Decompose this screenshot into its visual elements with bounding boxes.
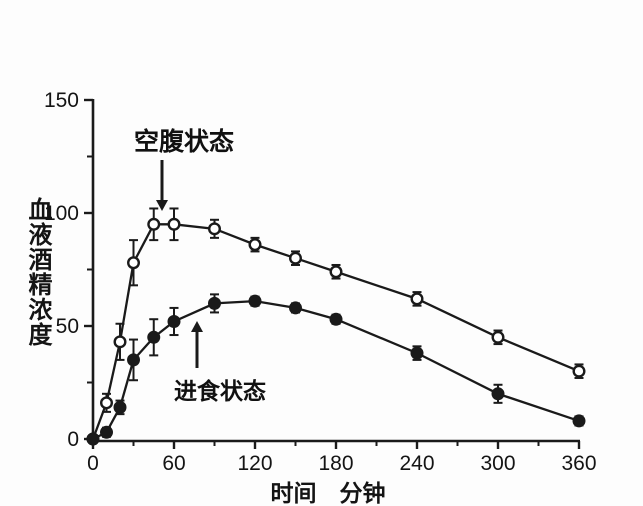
fasting-data-point: [167, 217, 181, 231]
y-axis-title: 血液酒精浓度: [24, 197, 51, 347]
fasting-series-line: [91, 223, 580, 440]
fasting-data-point: [147, 217, 161, 231]
fasting-arrow-head-icon: [156, 200, 168, 211]
y-tick-label: 0: [67, 428, 79, 451]
x-tick-label: 180: [318, 452, 353, 475]
fed-data-point: [86, 432, 100, 446]
fasting-data-point: [99, 396, 113, 410]
fed-arrow-head-icon: [191, 321, 203, 332]
fasting-data-point: [491, 330, 505, 344]
fed-data-point: [126, 353, 140, 367]
fasting-data-point: [289, 251, 303, 265]
fed-data-point: [572, 414, 586, 428]
fed-data-point: [167, 314, 181, 328]
fed-data-point: [248, 294, 262, 308]
fasting-data-point: [572, 364, 586, 378]
fed-data-point: [147, 330, 161, 344]
x-tick-label: 360: [561, 452, 596, 475]
y-tick-label: 100: [44, 202, 79, 225]
x-tick-label: 120: [237, 452, 272, 475]
fed-data-point: [410, 346, 424, 360]
x-tick-label: 60: [162, 452, 185, 475]
y-tick-label: 50: [56, 315, 79, 338]
x-tick-label: 300: [480, 452, 515, 475]
fed-data-point: [289, 301, 303, 315]
fasting-data-point: [329, 265, 343, 279]
fed-data-point: [491, 387, 505, 401]
fasting-data-point: [126, 256, 140, 270]
y-tick-label: 150: [44, 89, 79, 112]
fasting-data-point: [207, 222, 221, 236]
fed-data-point: [207, 296, 221, 310]
x-tick-label: 0: [87, 452, 99, 475]
fed-state-label: 进食状态: [174, 378, 266, 404]
x-tick-label: 240: [399, 452, 434, 475]
fed-data-point: [113, 400, 127, 414]
fasting-data-point: [410, 292, 424, 306]
fed-data-point: [329, 312, 343, 326]
x-axis-title: 时间 分钟: [270, 480, 386, 506]
fasting-data-point: [113, 335, 127, 349]
fed-data-point: [99, 425, 113, 439]
fasting-data-point: [248, 238, 262, 252]
fasting-state-label: 空腹状态: [133, 128, 234, 156]
